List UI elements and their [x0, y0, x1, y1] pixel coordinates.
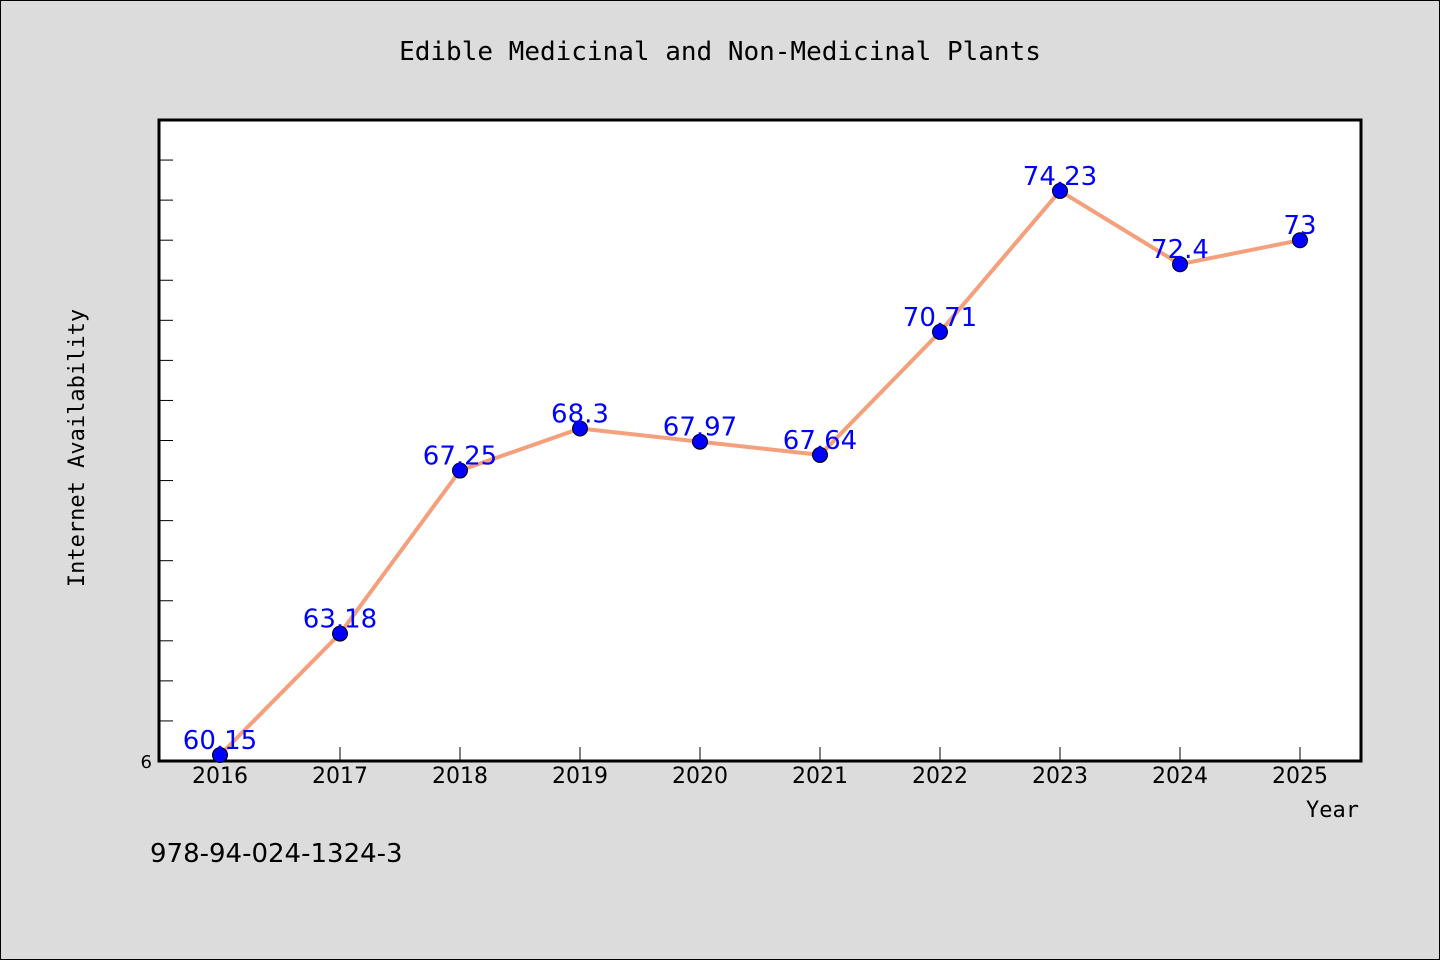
data-point	[932, 323, 948, 340]
x-tick-label: 2023	[1032, 764, 1088, 789]
data-label: 67.25	[423, 442, 497, 472]
x-tick-label: 2020	[672, 764, 728, 789]
y-axis-ticks	[159, 159, 173, 762]
data-point	[1292, 232, 1308, 249]
x-tick-label: 2019	[552, 764, 608, 789]
x-tick-label: 2017	[312, 764, 368, 789]
x-tick-label: 2025	[1272, 764, 1328, 789]
data-label: 74.23	[1023, 162, 1097, 192]
plot-area	[157, 118, 1363, 763]
x-axis-ticks	[219, 747, 1301, 761]
data-point	[452, 462, 468, 479]
data-point	[1052, 182, 1068, 199]
data-point	[692, 433, 708, 450]
series-line	[218, 188, 1301, 757]
data-label: 63.18	[303, 605, 377, 635]
x-tick-label: 2016	[192, 764, 248, 789]
y-tick-label: 6	[141, 752, 152, 773]
data-label: 68.3	[551, 399, 609, 429]
x-tick-label: 2021	[792, 764, 848, 789]
y-axis-label: Internet Availability	[65, 309, 90, 587]
chart-title: Edible Medicinal and Non-Medicinal Plant…	[399, 37, 1041, 67]
series-markers	[212, 182, 1308, 763]
x-tick-label: 2022	[912, 764, 968, 789]
data-point	[812, 446, 828, 463]
data-label: 67.97	[663, 413, 737, 443]
x-axis-label: Year	[1306, 798, 1359, 823]
data-label: 60.15	[183, 726, 257, 756]
x-tick-label: 2024	[1152, 764, 1208, 789]
x-tick-label: 2018	[432, 764, 488, 789]
data-point	[1172, 256, 1188, 273]
data-point	[332, 625, 348, 642]
x-axis-tick-labels: 2016 2017 2018 2019 2020 2021 2022 2023 2024 2025	[192, 764, 1328, 789]
y-axis-tick-labels: 6	[141, 752, 152, 773]
data-label: 72.4	[1151, 235, 1209, 265]
data-label: 67.64	[783, 426, 857, 456]
data-label: 73	[1283, 211, 1316, 241]
data-label: 70.71	[903, 303, 977, 333]
footer-text: 978-94-024-1324-3	[150, 839, 403, 869]
data-point	[212, 746, 228, 763]
data-point	[572, 420, 588, 437]
data-labels: 60.15 63.18 67.25 68.3 67.97 67.64 70.71 74.23 7…	[183, 162, 1317, 756]
